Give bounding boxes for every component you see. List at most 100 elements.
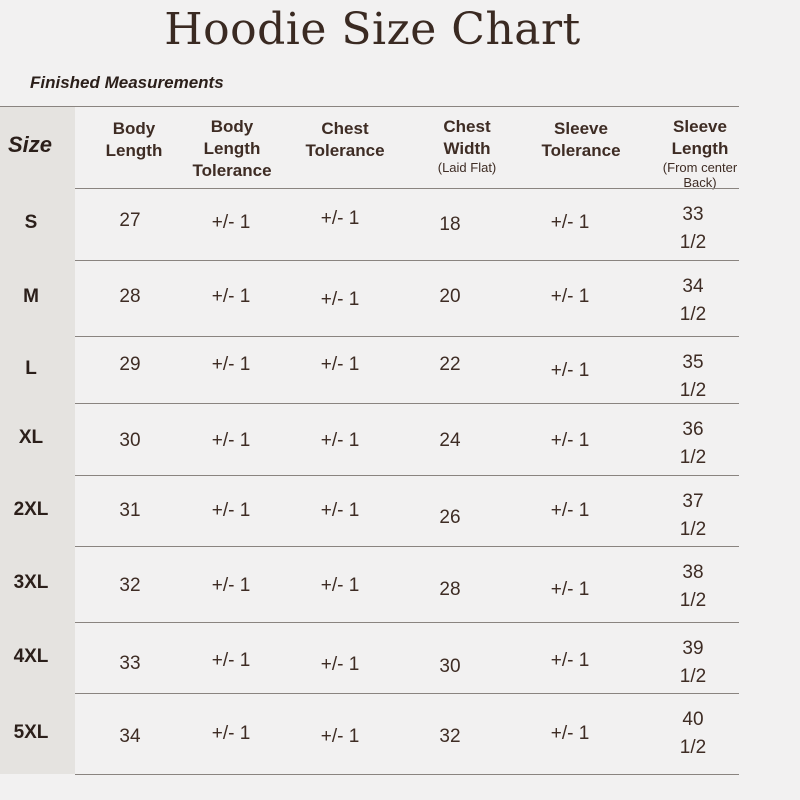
body-length-tolerance-cell: +/- 1	[211, 650, 251, 671]
sleeve-tolerance-cell: +/- 1	[550, 650, 590, 671]
chest-width-cell: 18	[439, 214, 461, 235]
body-length-tolerance-cell: +/- 1	[211, 212, 251, 233]
header-sl-line2: Length	[671, 139, 729, 158]
body-length-tolerance-cell: +/- 1	[211, 723, 251, 744]
sleeve-length-whole: 39	[682, 638, 704, 659]
sleeve-tolerance-cell: +/- 1	[550, 212, 590, 233]
body-length-cell: 33	[119, 653, 141, 674]
row-divider	[75, 774, 739, 775]
size-label: L	[25, 357, 37, 379]
size-label: 5XL	[13, 721, 49, 743]
body-length-cell: 32	[119, 575, 141, 596]
header-body-length-line2: Length	[105, 141, 163, 160]
sleeve-length-whole: 37	[682, 491, 704, 512]
sleeve-length-fraction: 1/2	[679, 447, 707, 468]
body-length-tolerance-cell: +/- 1	[211, 286, 251, 307]
row-divider	[75, 693, 739, 694]
sleeve-length-whole: 33	[682, 204, 704, 225]
chest-width-cell: 26	[439, 507, 461, 528]
chest-width-cell: 20	[439, 286, 461, 307]
sleeve-tolerance-cell: +/- 1	[550, 723, 590, 744]
sleeve-length-fraction: 1/2	[679, 380, 707, 401]
sleeve-length-whole: 40	[682, 709, 704, 730]
chest-tolerance-cell: +/- 1	[320, 726, 360, 747]
header-st-line2: Tolerance	[541, 141, 621, 160]
sleeve-tolerance-cell: +/- 1	[550, 286, 590, 307]
body-length-cell: 28	[119, 286, 141, 307]
sleeve-length-fraction: 1/2	[679, 737, 707, 758]
sleeve-length-whole: 35	[682, 352, 704, 373]
subtitle: Finished Measurements	[30, 73, 224, 92]
header-cw-line2: Width	[443, 139, 491, 158]
sleeve-length-cell: 34 1/2	[680, 273, 706, 329]
sleeve-length-whole: 34	[682, 276, 704, 297]
size-label: 4XL	[13, 645, 49, 667]
sleeve-tolerance-cell: +/- 1	[550, 500, 590, 521]
body-length-tolerance-cell: +/- 1	[211, 354, 251, 375]
header-body-length-tolerance: Body Length Tolerance	[192, 116, 271, 182]
chest-tolerance-cell: +/- 1	[320, 289, 360, 310]
header-ct-line2: Tolerance	[305, 141, 385, 160]
header-blt-line2: Length	[203, 139, 261, 158]
size-label: S	[24, 212, 38, 233]
sleeve-length-cell: 38 1/2	[680, 559, 706, 615]
header-cw-line1: Chest	[443, 117, 491, 136]
size-label: 2XL	[13, 498, 49, 520]
sleeve-tolerance-cell: +/- 1	[550, 360, 590, 381]
body-length-cell: 30	[119, 430, 141, 451]
table-top-border	[0, 106, 739, 107]
chest-width-cell: 24	[439, 430, 461, 451]
body-length-cell: 34	[119, 726, 141, 747]
header-cw-note: (Laid Flat)	[437, 160, 497, 175]
sleeve-length-cell: 39 1/2	[680, 635, 706, 691]
chest-tolerance-cell: +/- 1	[320, 654, 360, 675]
chest-tolerance-cell: +/- 1	[320, 430, 360, 451]
body-length-cell: 31	[119, 500, 141, 521]
chest-width-cell: 32	[439, 726, 461, 747]
body-length-tolerance-cell: +/- 1	[211, 500, 251, 521]
sleeve-length-fraction: 1/2	[679, 304, 707, 325]
header-sleeve-tolerance: Sleeve Tolerance	[541, 118, 620, 162]
sleeve-length-fraction: 1/2	[679, 519, 707, 540]
chest-tolerance-cell: +/- 1	[320, 208, 360, 229]
size-label: XL	[18, 427, 44, 448]
body-length-tolerance-cell: +/- 1	[211, 430, 251, 451]
header-chest-tolerance: Chest Tolerance	[305, 118, 384, 162]
sleeve-length-cell: 37 1/2	[680, 488, 706, 544]
header-sl-note: (From center Back)	[662, 160, 738, 190]
sleeve-length-cell: 35 1/2	[680, 349, 706, 405]
row-divider	[75, 336, 739, 337]
sleeve-length-cell: 36 1/2	[680, 416, 706, 472]
sleeve-length-fraction: 1/2	[679, 666, 707, 687]
header-ct-line1: Chest	[321, 119, 369, 138]
header-body-length-line1: Body	[112, 119, 156, 138]
sleeve-length-fraction: 1/2	[679, 232, 707, 253]
page-title: Hoodie Size Chart	[164, 4, 581, 55]
row-divider	[75, 622, 739, 623]
size-label: M	[23, 286, 39, 307]
chest-tolerance-cell: +/- 1	[320, 575, 360, 596]
header-sleeve-length: Sleeve Length (From center Back)	[650, 116, 750, 190]
header-chest-width: Chest Width (Laid Flat)	[438, 116, 497, 175]
header-size: Size	[8, 132, 53, 157]
sleeve-length-whole: 38	[682, 562, 704, 583]
header-sl-line1: Sleeve	[673, 117, 727, 136]
row-divider	[75, 403, 739, 404]
row-divider	[75, 475, 739, 476]
size-column-background	[0, 107, 75, 774]
sleeve-length-whole: 36	[682, 419, 704, 440]
body-length-cell: 27	[119, 210, 141, 231]
header-body-length: Body Length	[106, 118, 163, 162]
sleeve-tolerance-cell: +/- 1	[550, 430, 590, 451]
chest-width-cell: 30	[439, 656, 461, 677]
sleeve-length-fraction: 1/2	[679, 590, 707, 611]
chest-width-cell: 28	[439, 579, 461, 600]
sleeve-length-cell: 40 1/2	[680, 706, 706, 762]
header-st-line1: Sleeve	[554, 119, 608, 138]
row-divider	[75, 546, 739, 547]
row-divider	[75, 260, 739, 261]
body-length-tolerance-cell: +/- 1	[211, 575, 251, 596]
chest-tolerance-cell: +/- 1	[320, 500, 360, 521]
sleeve-tolerance-cell: +/- 1	[550, 579, 590, 600]
size-label: 3XL	[13, 572, 49, 593]
